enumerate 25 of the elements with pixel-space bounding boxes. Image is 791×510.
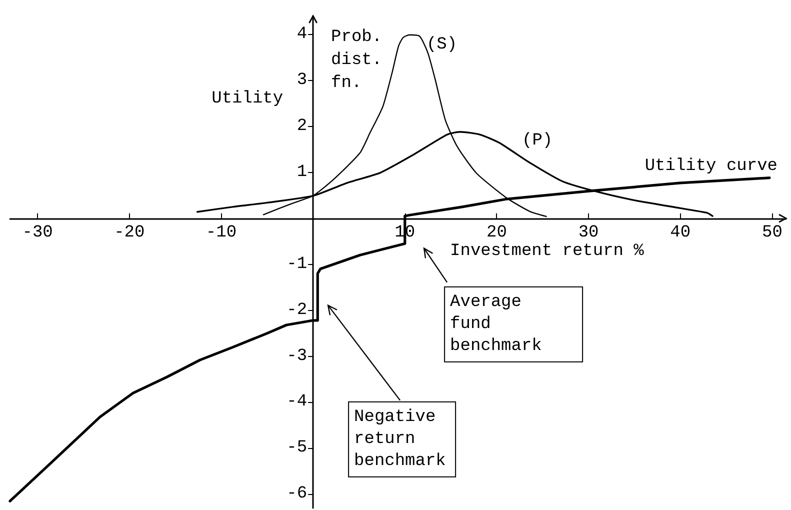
x-tick-label: -10 bbox=[206, 223, 237, 242]
series-label: (S) bbox=[426, 35, 458, 54]
y-tick-label: -4 bbox=[286, 392, 308, 412]
y-axis-title: Utility bbox=[212, 89, 284, 108]
annotation: Negative return benchmark bbox=[354, 408, 446, 471]
x-tick-label: 40 bbox=[670, 223, 691, 242]
x-tick-label: 50 bbox=[762, 223, 782, 242]
x-tick-label: -30 bbox=[22, 223, 53, 242]
y-tick-label: -5 bbox=[286, 438, 308, 458]
x-tick-label: 30 bbox=[578, 223, 599, 242]
y-tick-label: 1 bbox=[296, 162, 308, 182]
x-tick-label: 20 bbox=[486, 223, 507, 242]
y-tick-label: -3 bbox=[286, 346, 308, 366]
y-tick-label: -2 bbox=[286, 300, 308, 320]
annotation: Prob. dist. fn. bbox=[331, 28, 392, 93]
series-label: (P) bbox=[522, 131, 553, 150]
y-tick-label: -6 bbox=[286, 484, 308, 504]
y-tick-label: 4 bbox=[296, 24, 308, 44]
y-tick-label: 2 bbox=[296, 116, 308, 136]
x-tick-label: -20 bbox=[114, 223, 145, 242]
y-tick-label: -1 bbox=[286, 254, 308, 274]
annotation: Average fund benchmark bbox=[450, 292, 542, 356]
series-label: Utility curve bbox=[644, 156, 778, 176]
x-axis-title: Investment return % bbox=[450, 242, 645, 261]
y-tick-label: 3 bbox=[296, 70, 308, 90]
